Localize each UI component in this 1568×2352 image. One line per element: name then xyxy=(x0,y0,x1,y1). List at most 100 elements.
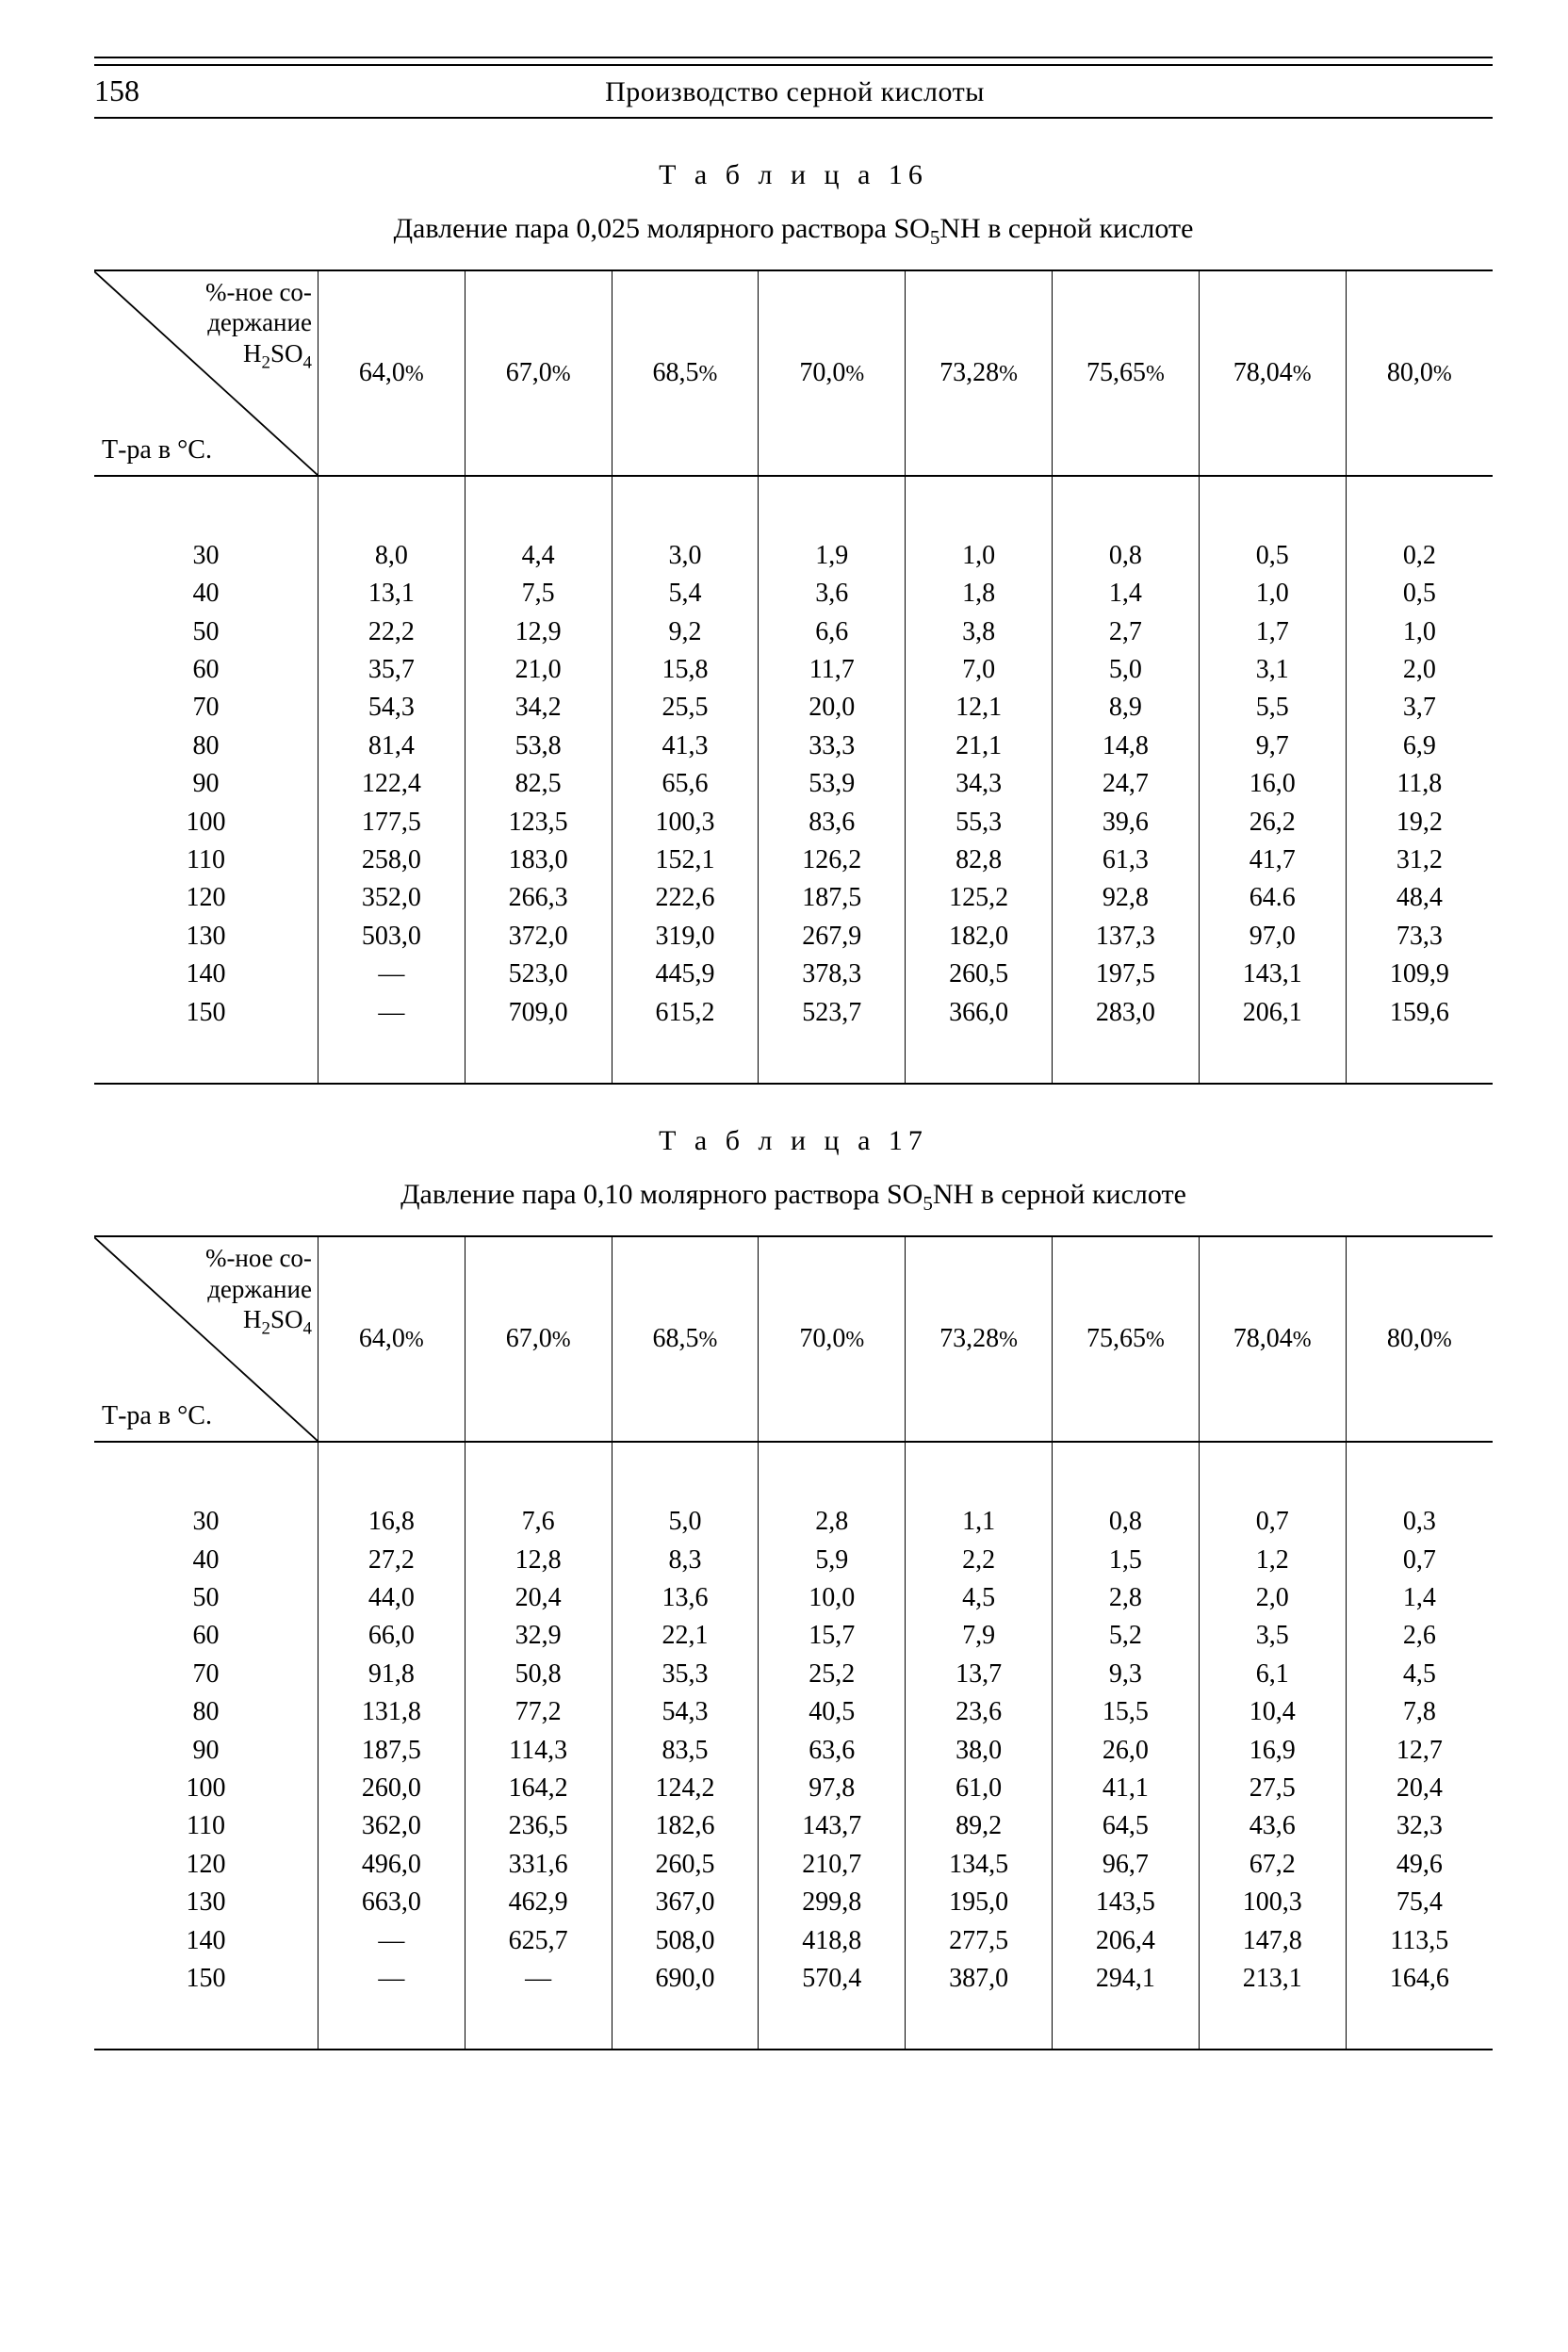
cell: 113,5 xyxy=(1346,1922,1493,1960)
cell: 462,9 xyxy=(465,1884,612,1921)
cell: 100,3 xyxy=(1199,1884,1346,1921)
col-header: 78,04% xyxy=(1199,270,1346,476)
cell: — xyxy=(465,1960,612,1998)
spacer-cell xyxy=(1346,1032,1493,1084)
row-label: 90 xyxy=(94,1732,318,1770)
data-table: %-ное со-держаниеH2SO4Т-ра в °С.64,0%67,… xyxy=(94,270,1493,1085)
col-header: 68,5% xyxy=(612,1236,759,1442)
cell: — xyxy=(318,994,465,1032)
table-row: 150——690,0570,4387,0294,1213,1164,6 xyxy=(94,1960,1493,1998)
cell: 20,4 xyxy=(465,1579,612,1617)
cell: 22,1 xyxy=(612,1617,759,1655)
cell: — xyxy=(318,1922,465,1960)
cell: 44,0 xyxy=(318,1579,465,1617)
cell: 3,0 xyxy=(612,537,759,575)
table-row: 90187,5114,383,563,638,026,016,912,7 xyxy=(94,1732,1493,1770)
cell: 41,7 xyxy=(1199,841,1346,879)
row-label: 150 xyxy=(94,1960,318,1998)
cell: 91,8 xyxy=(318,1656,465,1693)
cell: 6,9 xyxy=(1346,727,1493,765)
spacer-cell xyxy=(906,1032,1053,1084)
cell: 7,5 xyxy=(465,575,612,612)
cell: 0,5 xyxy=(1199,537,1346,575)
row-label: 140 xyxy=(94,956,318,993)
cell: 15,8 xyxy=(612,651,759,689)
cell: 0,8 xyxy=(1053,537,1200,575)
col-header: 80,0% xyxy=(1346,270,1493,476)
cell: 387,0 xyxy=(906,1960,1053,1998)
cell: 2,8 xyxy=(1053,1579,1200,1617)
table-row: 7054,334,225,520,012,18,95,53,7 xyxy=(94,689,1493,727)
table-row: 5022,212,99,26,63,82,71,71,0 xyxy=(94,613,1493,651)
cell: 61,3 xyxy=(1053,841,1200,879)
cell: 89,2 xyxy=(906,1807,1053,1845)
row-label: 140 xyxy=(94,1922,318,1960)
table-caption: Давление пара 0,025 молярного раствора S… xyxy=(94,210,1493,251)
spacer-cell xyxy=(1346,1442,1493,1503)
cell: 97,0 xyxy=(1199,918,1346,956)
col-header: 64,0% xyxy=(318,1236,465,1442)
cell: 4,5 xyxy=(1346,1656,1493,1693)
col-header: 73,28% xyxy=(906,1236,1053,1442)
spacer-cell xyxy=(94,1442,318,1503)
cell: 73,3 xyxy=(1346,918,1493,956)
cell: 5,0 xyxy=(1053,651,1200,689)
diag-top-label: %-ное со-держаниеH2SO4 xyxy=(155,1243,312,1340)
cell: 187,5 xyxy=(759,879,906,917)
cell: 183,0 xyxy=(465,841,612,879)
cell: 7,6 xyxy=(465,1503,612,1541)
cell: 55,3 xyxy=(906,804,1053,841)
cell: 77,2 xyxy=(465,1693,612,1731)
cell: 53,9 xyxy=(759,765,906,803)
table-row: 8081,453,841,333,321,114,89,76,9 xyxy=(94,727,1493,765)
cell: 63,6 xyxy=(759,1732,906,1770)
cell: 10,4 xyxy=(1199,1693,1346,1731)
cell: 294,1 xyxy=(1053,1960,1200,1998)
cell: 331,6 xyxy=(465,1846,612,1884)
cell: 64.6 xyxy=(1199,879,1346,917)
col-header: 75,65% xyxy=(1053,270,1200,476)
cell: 6,6 xyxy=(759,613,906,651)
cell: 33,3 xyxy=(759,727,906,765)
cell: 143,1 xyxy=(1199,956,1346,993)
cell: 22,2 xyxy=(318,613,465,651)
cell: 5,5 xyxy=(1199,689,1346,727)
row-label: 30 xyxy=(94,537,318,575)
cell: 260,5 xyxy=(612,1846,759,1884)
cell: 177,5 xyxy=(318,804,465,841)
spacer-cell xyxy=(759,1998,906,2050)
cell: 147,8 xyxy=(1199,1922,1346,1960)
cell: 66,0 xyxy=(318,1617,465,1655)
cell: 23,6 xyxy=(906,1693,1053,1731)
cell: 31,2 xyxy=(1346,841,1493,879)
spacer-cell xyxy=(465,1442,612,1503)
cell: 260,5 xyxy=(906,956,1053,993)
cell: 319,0 xyxy=(612,918,759,956)
cell: 0,8 xyxy=(1053,1503,1200,1541)
cell: 0,7 xyxy=(1199,1503,1346,1541)
cell: 38,0 xyxy=(906,1732,1053,1770)
cell: 143,5 xyxy=(1053,1884,1200,1921)
cell: 5,4 xyxy=(612,575,759,612)
cell: 35,3 xyxy=(612,1656,759,1693)
cell: 1,0 xyxy=(1346,613,1493,651)
cell: 61,0 xyxy=(906,1770,1053,1807)
table-row: 110362,0236,5182,6143,789,264,543,632,3 xyxy=(94,1807,1493,1845)
row-label: 130 xyxy=(94,918,318,956)
table-title: Т а б л и ц а 17 xyxy=(94,1122,1493,1159)
col-header: 70,0% xyxy=(759,1236,906,1442)
spacer-cell xyxy=(1199,1998,1346,2050)
spacer-cell xyxy=(1199,476,1346,537)
cell: 54,3 xyxy=(318,689,465,727)
cell: 12,9 xyxy=(465,613,612,651)
cell: 64,5 xyxy=(1053,1807,1200,1845)
spacer-cell xyxy=(318,476,465,537)
cell: 6,1 xyxy=(1199,1656,1346,1693)
cell: 266,3 xyxy=(465,879,612,917)
spacer-cell xyxy=(612,1032,759,1084)
cell: 15,7 xyxy=(759,1617,906,1655)
row-label: 120 xyxy=(94,1846,318,1884)
cell: 32,3 xyxy=(1346,1807,1493,1845)
row-label: 110 xyxy=(94,1807,318,1845)
table-row: 6066,032,922,115,77,95,23,52,6 xyxy=(94,1617,1493,1655)
